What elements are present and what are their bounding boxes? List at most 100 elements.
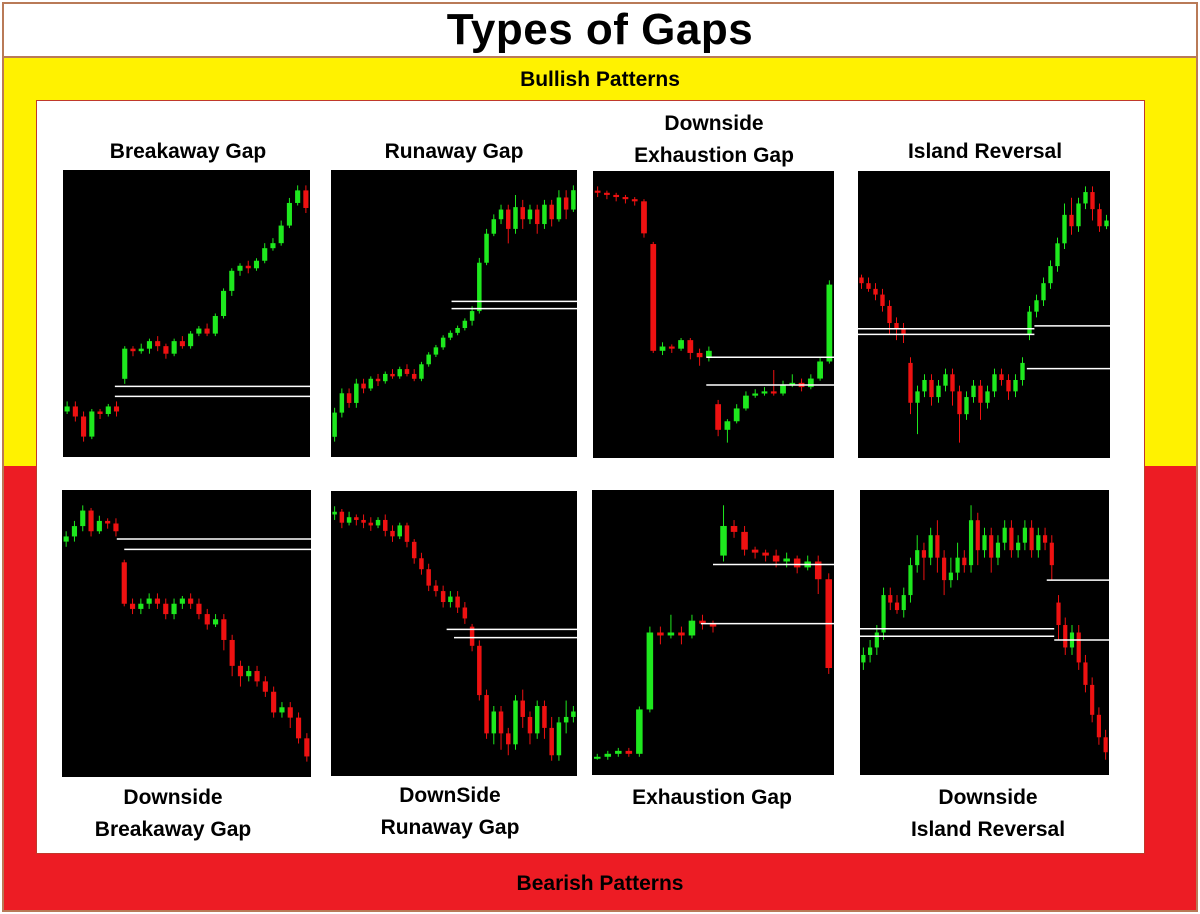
candle-body [859,277,864,284]
candle-body [383,373,388,382]
candle-body [534,209,540,225]
candle-body [237,665,244,677]
candle-body [346,393,352,403]
candle-body [556,197,562,220]
candle-body [491,219,497,234]
candle-body [448,596,453,603]
candle-body [563,716,569,723]
candle-body [212,316,218,334]
candle-body [678,632,685,636]
candle-body [129,603,136,609]
candle-body [678,340,684,349]
candle-body [915,550,920,566]
candle-body [715,404,722,430]
candle-body [513,207,518,229]
candle-body [295,190,301,203]
candle-body [604,192,610,195]
candle-body [527,209,533,220]
candle-body [287,707,293,718]
candle-body [113,523,119,532]
candle-body [699,620,706,624]
caption-line: Island Reversal [907,140,1063,163]
candle-body [549,727,554,756]
caption-line: Downside [664,112,764,135]
candle-body [368,522,374,526]
candle-body [491,711,497,734]
candle-body [625,750,633,754]
candle-body [549,204,554,220]
candle-body [999,374,1004,380]
candle-body [783,558,790,562]
candle-body [901,328,906,335]
candle-body [1104,220,1109,227]
candle-body [668,346,675,349]
candle-body [229,270,235,291]
chart-downside-exhaustion [593,171,834,458]
candle-body [720,525,727,556]
candle-body [354,383,359,403]
candle-body [279,707,285,713]
candle-body [814,561,822,580]
candle-body [105,520,111,524]
candle-body [1069,214,1074,227]
caption-line: DownSide [399,784,501,807]
chart-exhaustion-svg [593,505,834,760]
chart-downside-island-reversal [860,490,1109,775]
candle-body [1034,300,1039,312]
candle-body [1076,203,1081,227]
candle-body [80,510,86,527]
candle-body [138,348,144,352]
candle-body [171,603,177,615]
candle-body [724,421,731,430]
chart-downside-runaway [331,491,577,776]
candle-body [730,525,738,532]
candle-body [271,691,277,713]
candle-body [179,598,185,604]
candle-body [936,385,941,398]
candle-body [97,411,103,414]
candle-body [593,756,601,759]
candle-body [404,525,410,542]
candle-body [361,383,366,389]
candle-body [995,542,1001,558]
candle-body [212,619,219,625]
candle-body [1103,737,1108,753]
candle-body [985,391,990,403]
candle-body [1027,311,1032,335]
candle-body [687,340,694,353]
candle-body [948,572,953,581]
candle-body [943,374,948,386]
candle-body [196,603,202,615]
caption-downside-island-reversal: Downside Island Reversal [848,782,1128,846]
chart-downside-runaway-svg [332,506,577,761]
caption-line: Downside [938,786,1038,809]
candle-body [390,373,395,377]
bearish-label: Bearish Patterns [516,872,684,895]
candle-body [1020,362,1025,380]
candle-body [64,406,70,412]
candle-body [789,382,796,385]
candle-body [761,391,768,394]
candle-body [122,348,128,379]
candle-body [772,555,780,562]
candle-body [908,362,913,403]
candle-body [1006,379,1011,392]
candle-body [1016,542,1021,551]
candle-body [975,520,980,551]
candle-body [929,379,934,398]
candle-body [1048,266,1053,284]
candle-body [477,645,482,696]
candle-body [397,525,402,537]
chart-downside-breakaway-svg [63,505,311,762]
candle-body [1090,192,1095,210]
chart-island-reversal-svg [858,186,1110,443]
candle-body [237,265,243,271]
candle-body [989,535,994,558]
candle-body [163,603,169,615]
candle-body [868,647,873,655]
candle-body [220,290,227,317]
candle-body [982,535,987,551]
candle-body [332,412,337,437]
candle-body [1083,662,1088,685]
candle-body [196,328,202,334]
